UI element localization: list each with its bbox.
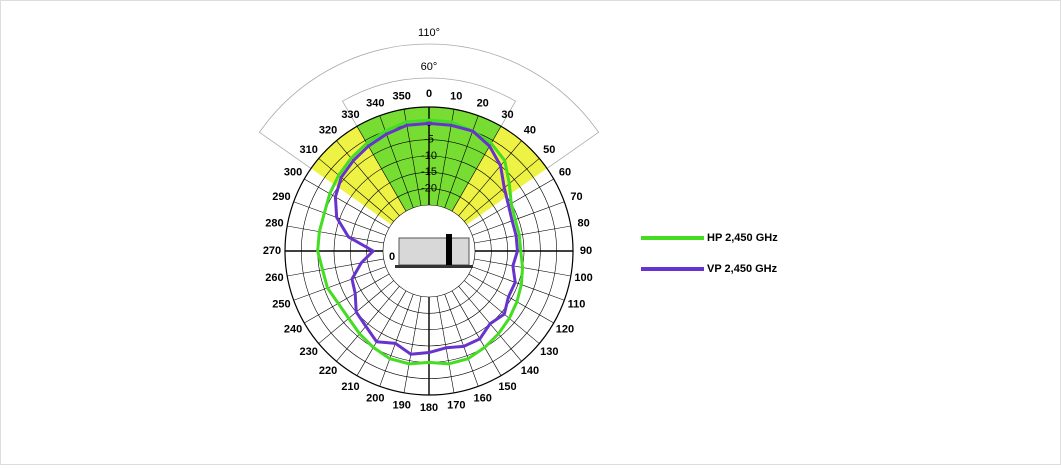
angle-label: 280 [265,218,283,230]
angle-label: 220 [319,365,337,377]
angle-label: 320 [319,125,337,137]
angle-label: 200 [366,392,384,404]
angle-label: 20 [477,97,489,109]
angle-label: 310 [300,144,318,156]
angle-label: 340 [366,97,384,109]
angle-label: 250 [272,299,290,311]
angle-label: 180 [420,402,438,414]
spoke [468,273,554,324]
angle-label: 140 [521,365,539,377]
series-line [316,118,525,366]
series-line [333,121,519,356]
spoke [436,296,455,393]
spoke [464,280,540,344]
angle-label: 260 [265,272,283,284]
spoke [444,294,479,387]
angle-label: 240 [284,323,302,335]
angle-label: 300 [284,166,302,178]
device-base [395,265,473,268]
angle-label: 40 [524,125,536,137]
spoke [356,290,407,376]
angle-label: 160 [474,392,492,404]
device-label: 0 [389,251,395,263]
spoke [356,126,407,212]
angle-label: 350 [393,90,411,102]
device-body [398,237,470,266]
spoke [336,286,400,362]
spoke [287,225,384,244]
angle-label: 60 [559,166,571,178]
r-tick-label: -5 [424,134,434,146]
r-tick-label: -20 [421,183,437,195]
angle-label: 130 [540,346,558,358]
angle-label: 110 [568,299,586,311]
angle-label: 120 [556,323,574,335]
spoke [379,294,414,387]
spoke [403,296,422,393]
spoke [464,158,540,222]
sector-label: 110° [418,27,440,39]
sector-label: 60° [421,61,438,73]
device-bar [446,234,452,265]
spoke [304,178,390,229]
angle-label: 10 [450,90,462,102]
spoke [472,266,565,301]
spoke [451,290,502,376]
angle-label: 80 [577,218,589,230]
legend-label: VP 2,450 GHz [707,263,778,275]
angle-label: 210 [341,381,359,393]
angle-label: 90 [580,245,592,257]
angle-label: 290 [272,191,290,203]
spoke [318,158,394,222]
angle-label: 170 [447,400,465,412]
angle-label: 30 [501,109,513,121]
legend-label: HP 2,450 GHz [707,232,778,244]
spoke [336,140,400,216]
r-tick-label: -15 [421,166,437,178]
spoke [287,258,384,277]
spoke [472,201,565,236]
angle-label: 0 [426,88,432,100]
angle-label: 70 [570,191,582,203]
angle-label: 270 [263,245,281,257]
spoke [293,266,386,301]
angle-label: 230 [300,346,318,358]
angle-label: 50 [543,144,555,156]
angle-label: 150 [498,381,516,393]
r-tick-label: -10 [421,150,437,162]
spoke [304,273,390,324]
angle-label: 100 [574,272,592,284]
spoke [474,225,571,244]
spoke [293,201,386,236]
angle-label: 190 [393,400,411,412]
spoke [458,140,522,216]
angle-label: 330 [341,109,359,121]
spoke [451,126,502,212]
